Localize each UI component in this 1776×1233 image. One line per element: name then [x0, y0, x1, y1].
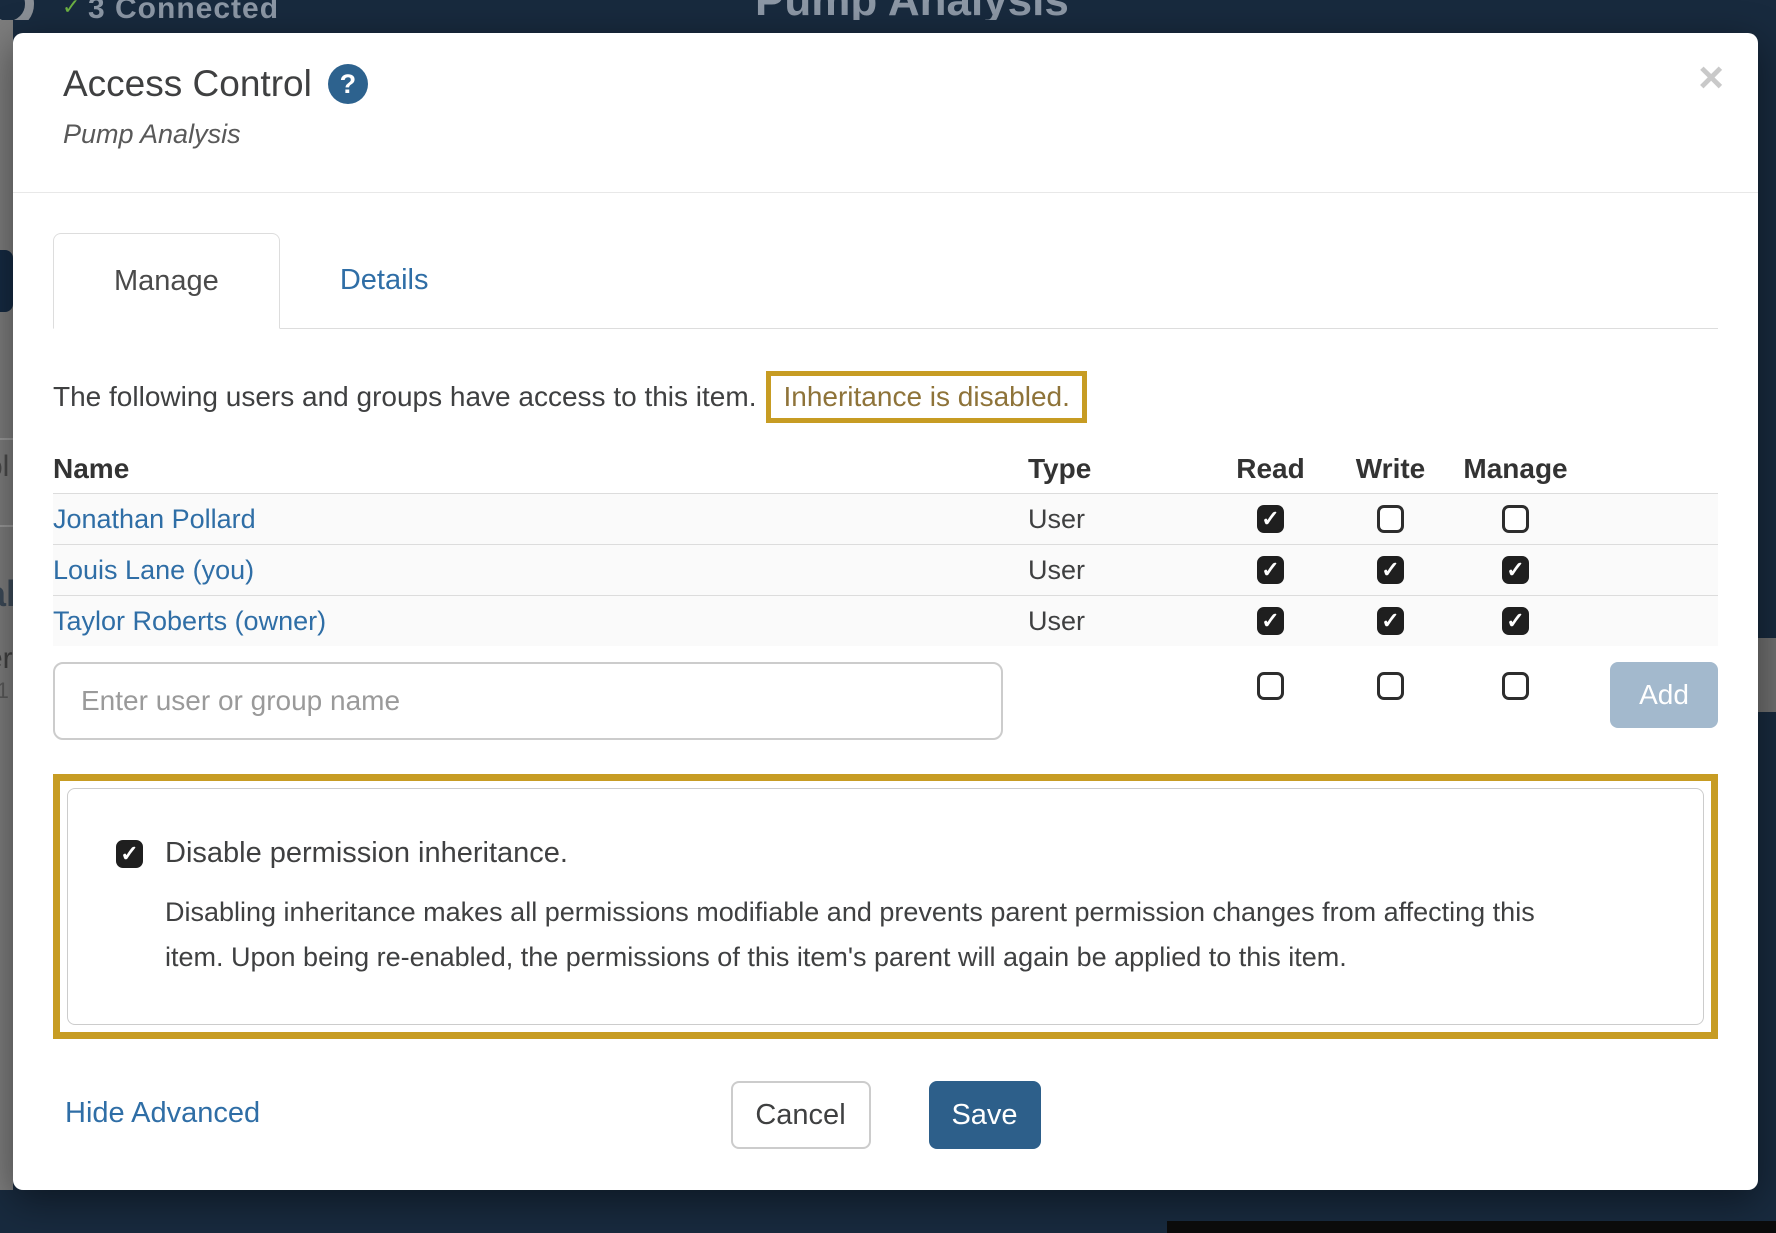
app-logo-icon: [0, 0, 34, 20]
hide-advanced-link[interactable]: Hide Advanced: [65, 1097, 261, 1129]
background-text-fragment: ol: [0, 450, 10, 483]
table-row: Jonathan Pollard User: [53, 493, 1718, 544]
read-checkbox[interactable]: [1257, 505, 1284, 533]
inheritance-highlight-box: Disable permission inheritance. Disablin…: [53, 774, 1718, 1039]
disable-inheritance-label: Disable permission inheritance.: [165, 837, 568, 869]
close-icon[interactable]: ×: [1698, 53, 1724, 102]
inheritance-description: Disabling inheritance makes all permissi…: [165, 897, 1535, 972]
write-checkbox[interactable]: [1377, 607, 1404, 635]
background-text-fragment: al: [0, 573, 13, 614]
dialog-subtitle: Pump Analysis: [63, 119, 241, 149]
background-text-fragment: er: [0, 642, 13, 675]
save-button[interactable]: Save: [928, 1081, 1041, 1149]
user-type: User: [1028, 605, 1086, 636]
inheritance-disabled-notice: Inheritance is disabled.: [766, 371, 1087, 423]
read-checkbox[interactable]: [1257, 556, 1284, 584]
manage-checkbox[interactable]: [1502, 607, 1529, 635]
user-link[interactable]: Louis Lane (you): [53, 554, 255, 585]
help-icon[interactable]: ?: [327, 64, 368, 104]
table-row: Taylor Roberts (owner) User: [53, 595, 1718, 646]
read-checkbox[interactable]: [1257, 672, 1284, 700]
add-entry-row: Add: [53, 662, 1718, 740]
manage-checkbox[interactable]: [1502, 672, 1529, 700]
user-link[interactable]: Jonathan Pollard: [53, 503, 256, 534]
user-type: User: [1028, 554, 1086, 585]
manage-checkbox[interactable]: [1502, 556, 1529, 584]
write-checkbox[interactable]: [1377, 672, 1404, 700]
background-top-bar: ✓ 3 Connected Pump Analysis: [0, 0, 1776, 20]
background-page-title: Pump Analysis: [755, 0, 1069, 20]
write-checkbox[interactable]: [1377, 556, 1404, 584]
background-right-edge: li: [1758, 20, 1776, 1233]
tab-manage[interactable]: Manage: [53, 233, 280, 329]
column-header-write: Write: [1355, 453, 1426, 484]
add-button[interactable]: Add: [1610, 662, 1718, 728]
dialog-title: Access Control: [63, 63, 312, 104]
inheritance-panel: Disable permission inheritance. Disablin…: [67, 788, 1704, 1025]
access-description: The following users and groups have acce…: [53, 381, 757, 412]
table-header-row: Name Type Read Write Manage: [53, 445, 1718, 493]
background-panel-fragment: li: [1758, 638, 1776, 712]
disable-inheritance-checkbox[interactable]: [116, 839, 143, 868]
background-text-fragment: 11: [0, 678, 9, 703]
cancel-button[interactable]: Cancel: [730, 1081, 871, 1149]
tab-bar: Manage Details: [53, 233, 1718, 329]
access-control-dialog: × Access Control ? Pump Analysis Manage …: [13, 33, 1758, 1190]
background-taskbar-fragment: [1167, 1221, 1776, 1233]
dialog-footer: Hide Advanced Cancel Save: [53, 1081, 1718, 1151]
user-link[interactable]: Taylor Roberts (owner): [53, 605, 327, 636]
tab-details[interactable]: Details: [339, 263, 429, 296]
user-search-input[interactable]: [53, 662, 1003, 740]
dialog-header: Access Control ? Pump Analysis: [13, 33, 1758, 193]
background-left-button-fragment: [0, 250, 13, 312]
column-header-read: Read: [1236, 453, 1305, 484]
column-header-manage: Manage: [1463, 453, 1568, 484]
write-checkbox[interactable]: [1377, 505, 1404, 533]
user-type: User: [1028, 503, 1086, 534]
connected-status-label: 3 Connected: [88, 0, 280, 20]
background-left-edge: ol al er 11: [0, 20, 13, 1233]
table-row: Louis Lane (you) User: [53, 544, 1718, 595]
read-checkbox[interactable]: [1257, 607, 1284, 635]
column-header-name: Name: [53, 453, 130, 484]
permissions-table: Name Type Read Write Manage Jonathan Pol…: [53, 445, 1718, 740]
connected-status-icon: ✓: [62, 0, 81, 19]
column-header-type: Type: [1028, 453, 1092, 484]
manage-checkbox[interactable]: [1502, 505, 1529, 533]
